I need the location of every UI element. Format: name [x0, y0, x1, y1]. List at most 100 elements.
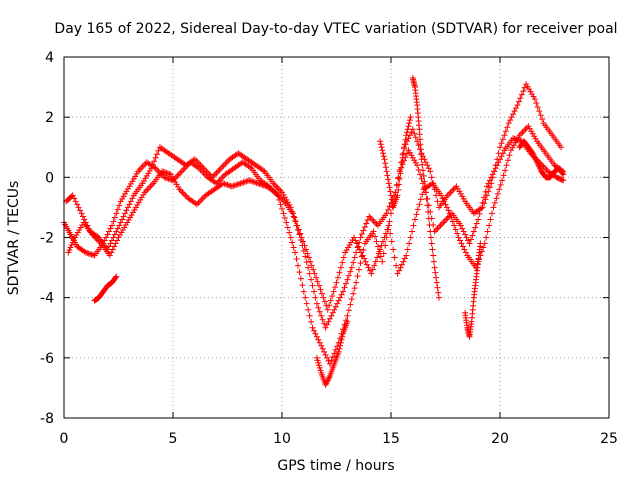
data-point — [308, 318, 315, 325]
data-point — [416, 131, 423, 138]
data-point — [486, 177, 493, 184]
data-point — [112, 274, 119, 281]
data-point — [121, 224, 128, 231]
data-point — [432, 269, 439, 276]
data-point — [460, 195, 467, 202]
data-point — [456, 188, 463, 195]
data-point — [381, 156, 388, 163]
data-point — [401, 255, 408, 262]
data-point — [341, 284, 348, 291]
data-point — [321, 348, 328, 355]
data-point — [386, 184, 393, 191]
data-point — [69, 192, 76, 199]
data-point — [491, 199, 498, 206]
data-point — [386, 203, 393, 210]
data-point — [370, 228, 377, 235]
data-point — [234, 181, 241, 188]
data-point — [109, 246, 116, 253]
data-point — [74, 229, 81, 236]
data-point — [537, 112, 544, 119]
data-point — [329, 293, 336, 300]
data-point — [161, 174, 168, 181]
data-point — [334, 300, 341, 307]
data-point — [124, 204, 131, 211]
data-point — [77, 224, 84, 231]
data-point — [239, 179, 246, 186]
data-point — [428, 240, 435, 247]
data-point — [352, 237, 359, 244]
series-track-h — [377, 114, 414, 211]
data-point — [317, 286, 324, 293]
data-point — [559, 176, 566, 183]
data-point — [283, 219, 290, 226]
data-point — [417, 136, 424, 143]
data-point — [213, 169, 220, 176]
data-point — [146, 184, 153, 191]
series-track-a — [61, 135, 567, 367]
data-point — [380, 150, 387, 157]
data-point — [316, 364, 323, 371]
data-point — [379, 258, 386, 265]
data-point — [228, 183, 235, 190]
data-point — [144, 186, 151, 193]
data-point — [336, 269, 343, 276]
data-point — [353, 249, 360, 256]
data-point — [418, 175, 425, 182]
data-point — [125, 216, 132, 223]
data-point — [122, 210, 129, 217]
data-point — [313, 333, 320, 340]
data-point — [483, 183, 490, 190]
data-point — [441, 198, 448, 205]
data-point — [455, 234, 462, 241]
data-point — [122, 190, 129, 197]
data-point — [465, 237, 472, 244]
data-point — [222, 160, 229, 167]
data-point — [331, 306, 338, 313]
data-point — [330, 288, 337, 295]
data-point — [427, 228, 434, 235]
data-point — [307, 258, 314, 265]
plot-frame — [63, 56, 610, 419]
data-point — [302, 253, 309, 260]
data-point — [241, 178, 248, 185]
data-point — [414, 162, 421, 169]
data-point — [246, 177, 253, 184]
data-point — [390, 246, 397, 253]
data-point — [175, 171, 182, 178]
data-point — [297, 230, 304, 237]
data-point — [419, 191, 426, 198]
data-point — [408, 152, 415, 159]
data-point — [329, 309, 336, 316]
data-point — [108, 237, 115, 244]
data-point — [302, 246, 309, 253]
data-point — [344, 276, 351, 283]
data-point — [445, 207, 452, 214]
data-point — [216, 166, 223, 173]
data-point — [508, 114, 515, 121]
data-point — [215, 168, 222, 175]
data-point — [76, 207, 83, 214]
data-point — [114, 225, 121, 232]
data-point — [318, 290, 325, 297]
data-point — [514, 102, 521, 109]
data-point — [179, 189, 186, 196]
data-point — [101, 237, 108, 244]
data-point — [130, 209, 137, 216]
data-point — [174, 172, 181, 179]
data-point — [520, 88, 527, 95]
data-point — [345, 244, 352, 251]
data-point — [458, 240, 465, 247]
data-point — [66, 247, 73, 254]
data-point — [379, 147, 386, 154]
data-point — [292, 218, 299, 225]
data-point — [453, 183, 460, 190]
data-point — [446, 210, 453, 217]
x-tick-label: 25 — [600, 431, 618, 447]
data-point — [418, 151, 425, 158]
data-point — [303, 300, 310, 307]
data-point — [357, 260, 364, 267]
data-point — [378, 144, 385, 151]
data-point — [457, 222, 464, 229]
x-tick-label: 5 — [169, 431, 178, 447]
data-point — [160, 168, 167, 175]
